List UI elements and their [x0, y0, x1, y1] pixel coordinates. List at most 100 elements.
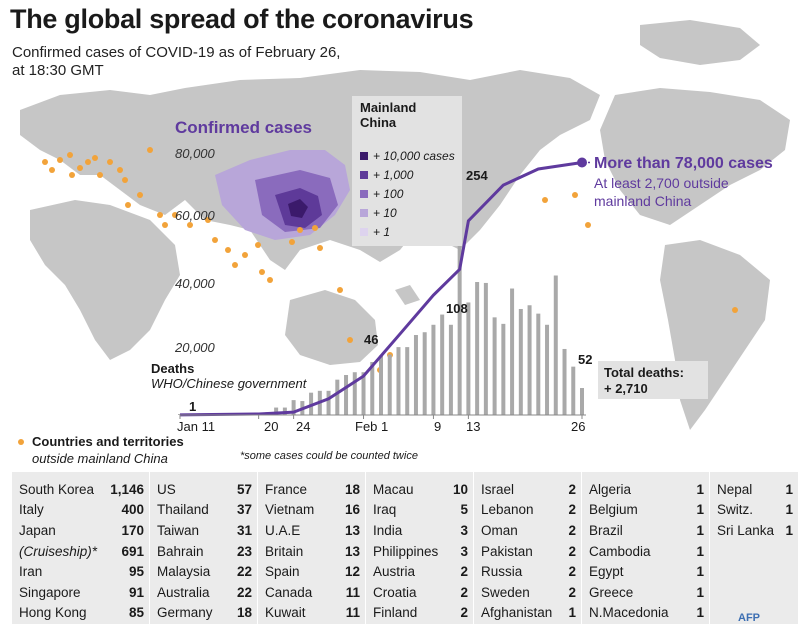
country-dot: [49, 167, 55, 173]
country-dot: [242, 252, 248, 258]
death-bar: [571, 366, 576, 415]
table-row: Singapore 91: [12, 582, 149, 603]
case-count: 2: [568, 522, 576, 538]
country-dot: [69, 172, 75, 178]
country-dot: [542, 197, 548, 203]
country-dot: [297, 227, 303, 233]
death-bar: [379, 355, 383, 415]
table-row: U.A.E 13: [258, 520, 365, 541]
death-annotation: 52: [578, 352, 593, 367]
case-count: 2: [568, 543, 576, 559]
table-row: Taiwan 31: [150, 520, 257, 541]
case-count: 1: [696, 543, 704, 559]
country-dot: [157, 212, 163, 218]
y-tick-label: 80,000: [175, 146, 215, 161]
country-name: Sri Lanka: [717, 522, 775, 538]
country-name: Sweden: [481, 584, 530, 600]
death-bar: [413, 335, 418, 415]
death-bar: [361, 372, 366, 415]
table-column: Nepal 1 Switz. 1 Sri Lanka 1: [710, 472, 798, 624]
table-row: Australia 22: [150, 582, 257, 603]
case-count: 1: [696, 481, 704, 497]
case-count: 95: [128, 564, 144, 580]
death-annotation: 254: [466, 168, 488, 183]
table-row: Pakistan 2: [474, 541, 581, 562]
country-name: India: [373, 522, 403, 538]
land-shape: [30, 200, 180, 360]
country-name: Iran: [19, 564, 43, 580]
case-count: 1: [696, 564, 704, 580]
death-bar: [545, 324, 550, 415]
table-row: Brazil 1: [582, 520, 709, 541]
x-tick-label: Feb 1: [355, 419, 389, 434]
table-row: Bahrain 23: [150, 541, 257, 562]
country-dot: [77, 165, 83, 171]
country-dot: [187, 222, 193, 228]
total-deaths-box: Total deaths: + 2,710: [598, 361, 708, 399]
country-name: Austria: [373, 564, 416, 580]
table-row: Israel 2: [474, 479, 581, 500]
legend-title-2: China: [360, 115, 397, 130]
y-tick-label: 60,000: [175, 208, 215, 223]
death-bar: [422, 332, 427, 415]
case-count: 691: [121, 543, 144, 559]
country-name: Russia: [481, 564, 523, 580]
country-name: US: [157, 481, 176, 497]
countries-note-text: Countries and territories: [32, 434, 184, 449]
table-row: Croatia 2: [366, 582, 473, 603]
death-bar: [457, 178, 462, 415]
country-name: France: [265, 481, 308, 497]
table-row: Switz. 1: [710, 500, 798, 521]
country-dot: [312, 225, 318, 231]
country-name: Pakistan: [481, 543, 533, 559]
table-row: Cambodia 1: [582, 541, 709, 562]
country-dot: [97, 172, 103, 178]
country-dot: [232, 262, 238, 268]
death-bar: [475, 282, 480, 415]
case-count: 1: [696, 522, 704, 538]
case-count: 37: [236, 502, 252, 518]
case-count: 57: [236, 481, 252, 497]
credit-logo: AFP: [738, 612, 760, 624]
case-count: 1: [696, 502, 704, 518]
case-count: 22: [236, 584, 252, 600]
country-name: Lebanon: [481, 502, 534, 518]
table-row: Oman 2: [474, 520, 581, 541]
death-bar: [431, 324, 436, 415]
country-name: Brazil: [589, 522, 623, 538]
table-row: Sri Lanka 1: [710, 520, 798, 541]
country-name: Afghanistan: [481, 605, 553, 621]
death-bar: [518, 308, 523, 415]
legend-label: + 10,000 cases: [373, 149, 455, 163]
land-shape: [395, 285, 420, 305]
table-row: Russia 2: [474, 561, 581, 582]
table-row: Finland 2: [366, 603, 473, 624]
country-name: Thailand: [157, 502, 209, 518]
death-annotation: 108: [446, 301, 468, 316]
country-name: Israel: [481, 481, 515, 497]
legend-item: + 1: [360, 225, 390, 239]
country-dot: [67, 152, 73, 158]
case-count: 400: [121, 502, 144, 518]
country-name: Philippines: [373, 543, 439, 559]
table-row: Hong Kong 85: [12, 603, 149, 624]
case-count: 16: [344, 502, 360, 518]
country-dot: [125, 202, 131, 208]
x-tick-label: 26: [571, 419, 586, 434]
country-name: Finland: [373, 605, 418, 621]
x-tick-marks: [179, 414, 586, 419]
legend-label: + 1,000: [373, 168, 414, 182]
table-row: Canada 11: [258, 582, 365, 603]
subtitle-line-2: at 18:30 GMT: [12, 62, 104, 79]
legend-swatch: [360, 209, 368, 217]
case-count: 10: [452, 481, 468, 497]
case-count: 2: [460, 605, 468, 621]
country-dot: [572, 192, 578, 198]
orange-dot-icon: [18, 438, 24, 445]
country-dot: [117, 167, 123, 173]
country-dot: [107, 159, 113, 165]
country-dot: [147, 147, 153, 153]
case-count: 3: [460, 522, 468, 538]
table-row: Japan 170: [12, 520, 149, 541]
legend-item: + 10,000 cases: [360, 149, 455, 163]
